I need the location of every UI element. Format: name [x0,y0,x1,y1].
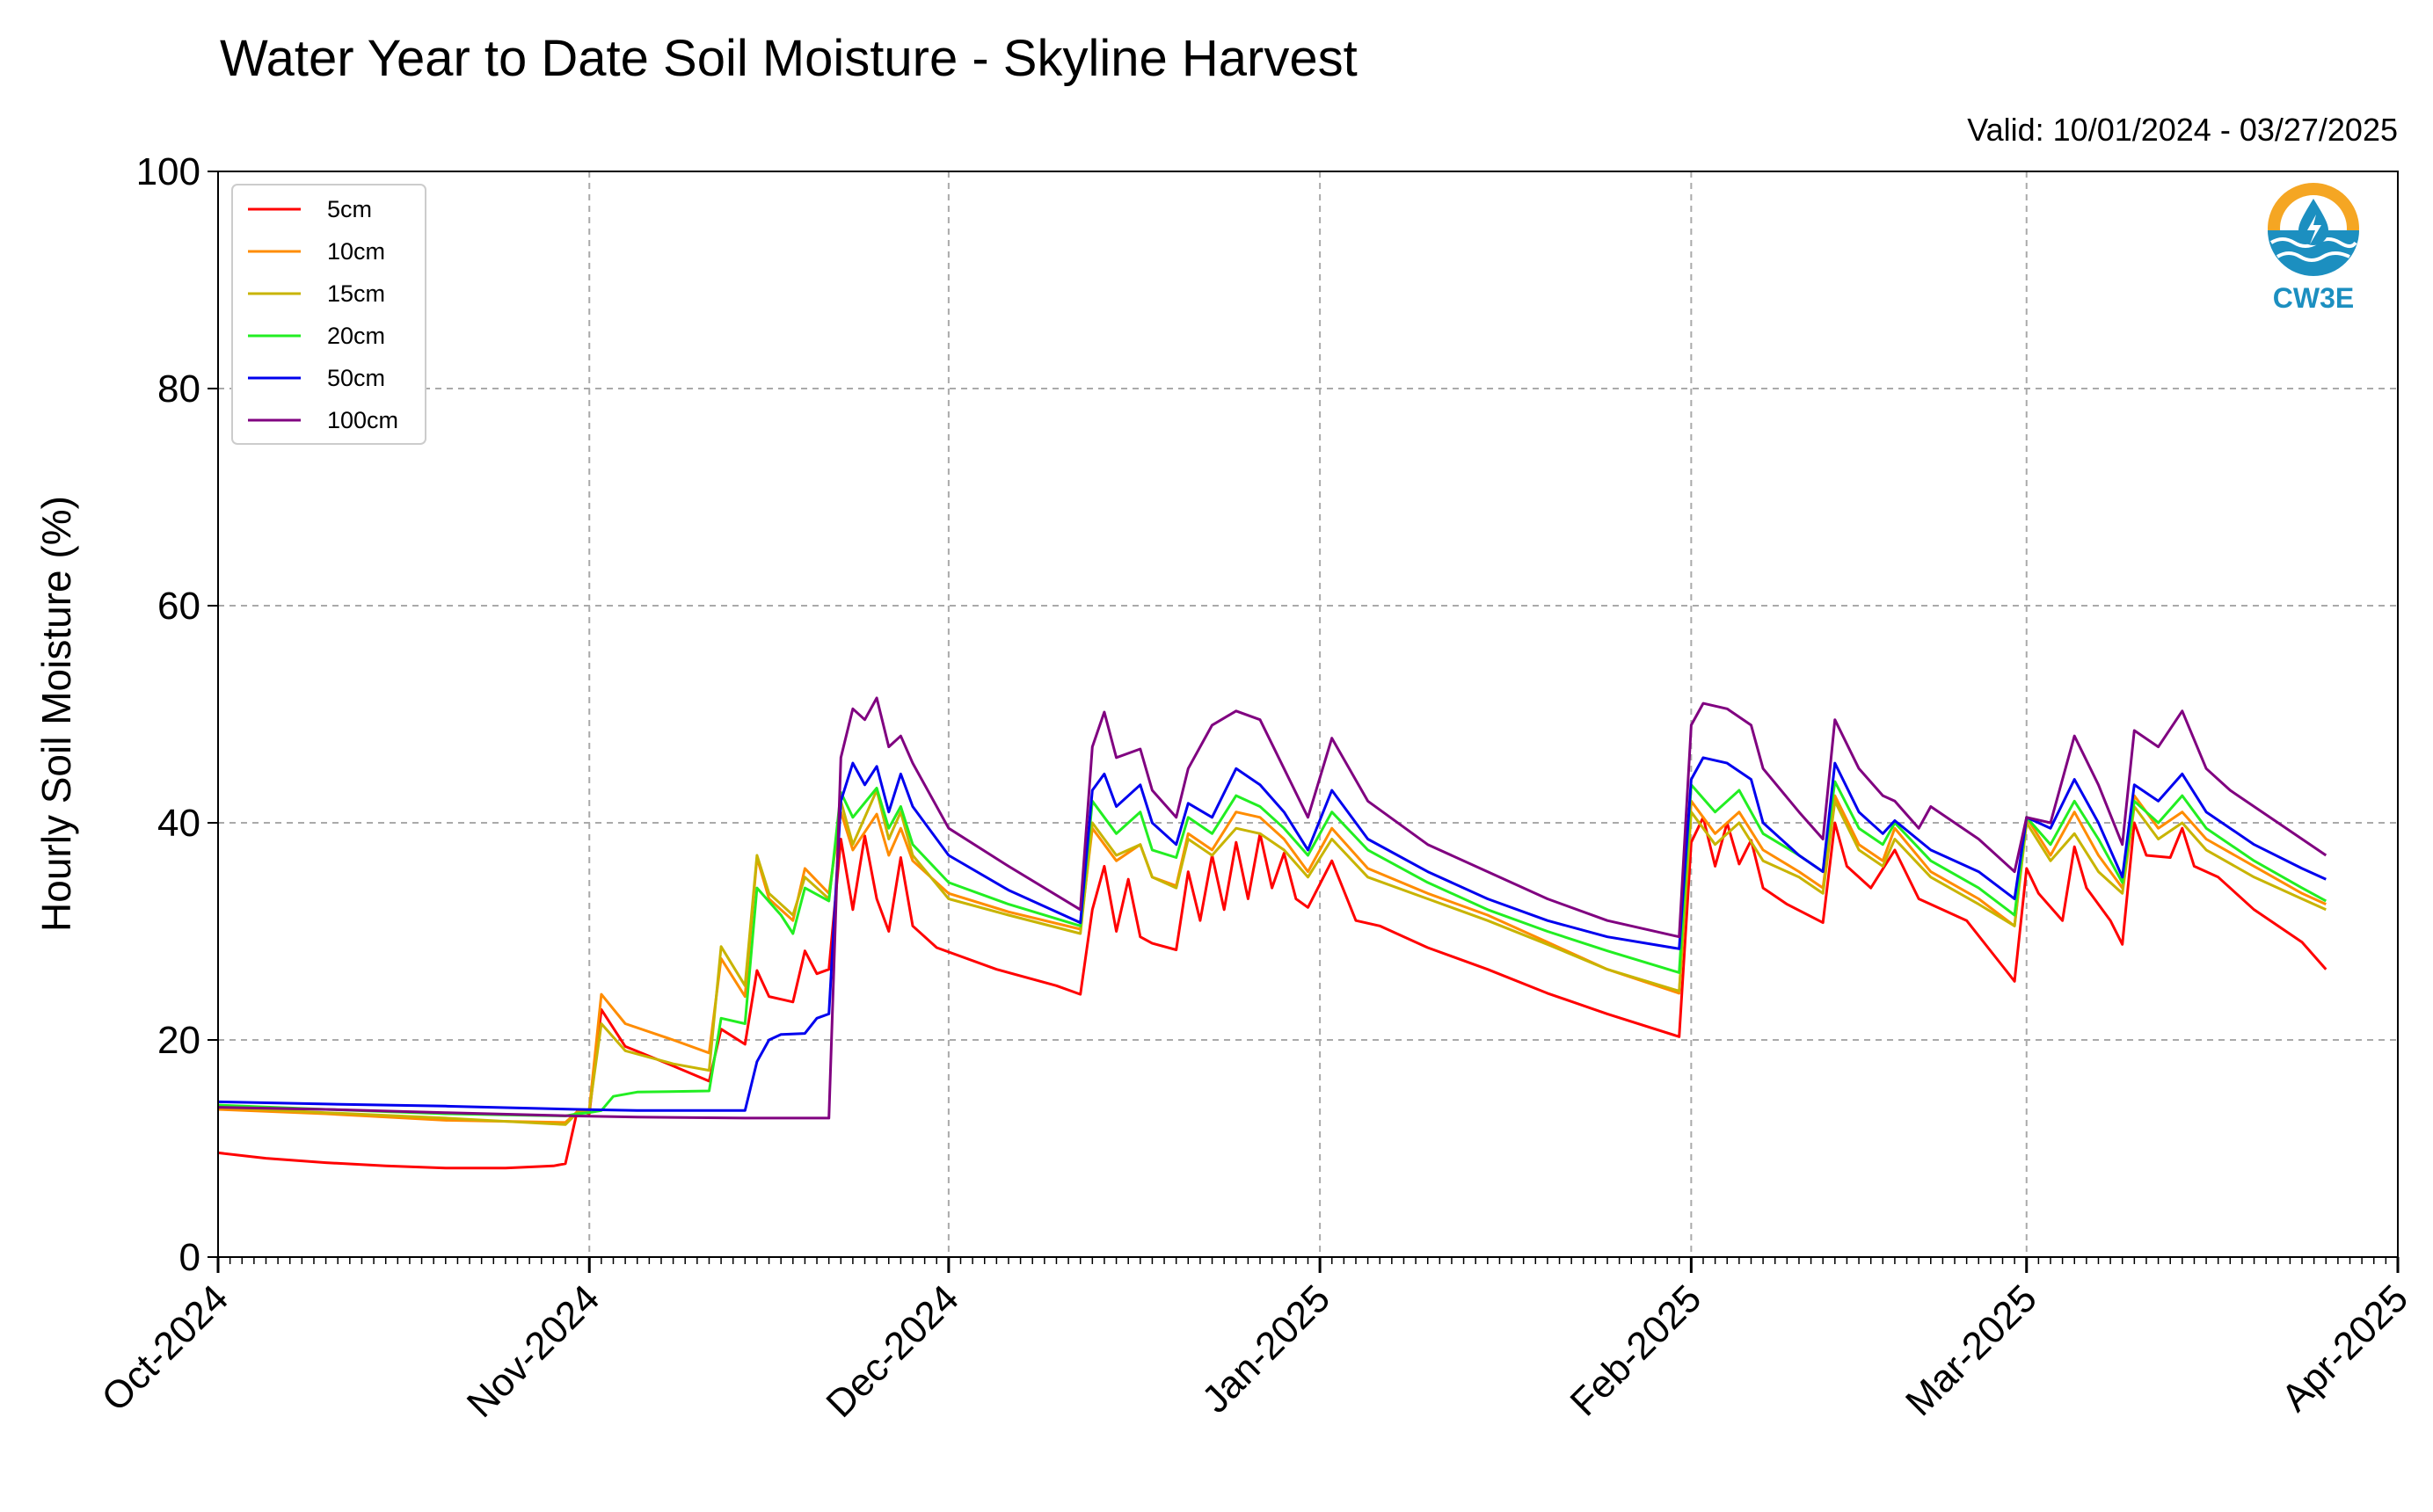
legend-label-15cm: 15cm [327,280,385,307]
chart-title: Water Year to Date Soil Moisture - Skyli… [220,30,1358,87]
y-tick-label: 60 [157,585,200,628]
cw3e-logo: CW3E [2268,183,2359,314]
series-line-5cm [217,816,2327,1170]
y-axis-ticks: 0 20 40 60 80 100 [136,150,218,1279]
legend-label-10cm: 10cm [327,238,385,265]
y-axis-label: Hourly Soil Moisture (%) [33,496,79,932]
legend-label-5cm: 5cm [327,196,372,222]
chart-valid-range: Valid: 10/01/2024 - 03/27/2025 [1967,112,2398,148]
y-tick-label: 20 [157,1019,200,1062]
legend-box [231,184,426,445]
logo-wave-2 [2276,251,2350,262]
logo-text: CW3E [2273,282,2354,314]
logo-bolt [2307,214,2321,244]
y-tick-label: 40 [157,802,200,845]
legend-label-20cm: 20cm [327,323,385,349]
legend-label-100cm: 100cm [327,407,398,433]
legend-entries: 5cm 10cm 15cm 20cm 50cm 100cm [248,196,398,433]
series-line-100cm [217,696,2327,1120]
y-tick-label: 80 [157,367,200,411]
legend-label-50cm: 50cm [327,365,385,391]
series-lines [217,696,2327,1170]
y-tick-label: 100 [136,150,200,193]
grid-lines [218,171,2398,1257]
y-tick-label: 0 [179,1236,200,1279]
legend: 5cm 10cm 15cm 20cm 50cm 100cm [231,184,426,445]
